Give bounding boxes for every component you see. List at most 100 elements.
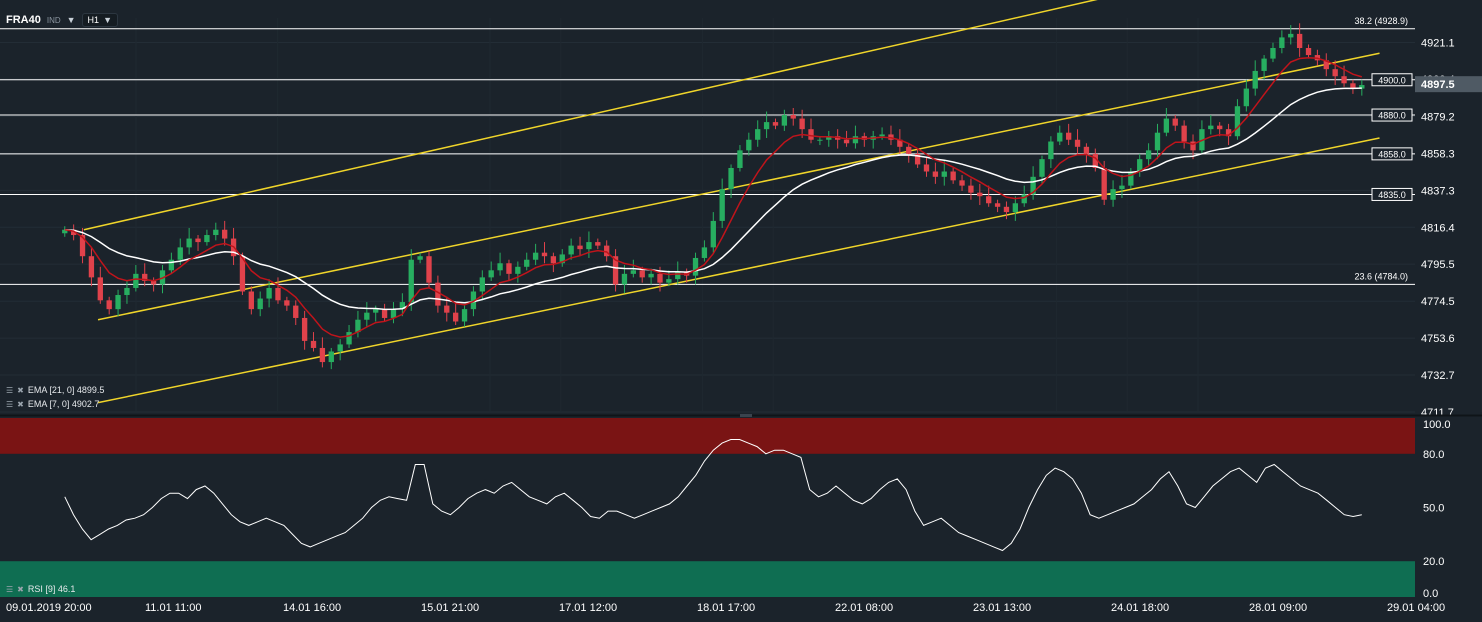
chart-toolbar: FRA40 IND ▼ H1 ▼ bbox=[6, 10, 118, 30]
candle-body bbox=[959, 180, 965, 186]
candle-body bbox=[577, 245, 583, 250]
candle-body bbox=[710, 220, 716, 248]
close-icon[interactable]: ✖ bbox=[17, 399, 24, 409]
candle-body bbox=[595, 242, 601, 246]
candle-body bbox=[799, 118, 805, 130]
candle-body bbox=[204, 235, 210, 243]
level-label: 4835.0 bbox=[1378, 190, 1406, 200]
candle-body bbox=[213, 229, 219, 236]
rsi-label: RSI [9] 46.1 bbox=[27, 584, 76, 594]
candle-body bbox=[168, 259, 175, 271]
candle-body bbox=[452, 312, 459, 322]
price-tick-label: 4774.5 bbox=[1421, 296, 1455, 308]
candle-body bbox=[1359, 85, 1365, 89]
candle-body bbox=[355, 319, 361, 333]
candle-body bbox=[1296, 33, 1303, 48]
candle-body bbox=[1341, 76, 1347, 84]
candle-body bbox=[399, 302, 406, 310]
time-tick-label: 28.01 09:00 bbox=[1249, 602, 1307, 614]
symbol-label[interactable]: FRA40 bbox=[6, 14, 41, 26]
candle-body bbox=[977, 192, 983, 197]
candle-body bbox=[808, 129, 814, 140]
candle-body bbox=[763, 122, 770, 130]
ema7-label: EMA [7, 0] 4902.7 bbox=[27, 399, 100, 409]
time-tick-label: 14.01 16:00 bbox=[283, 602, 341, 614]
current-price-label: 4897.5 bbox=[1421, 79, 1455, 91]
fib-level-label: 23.6 (4784.0) bbox=[1354, 271, 1408, 281]
time-tick-label: 22.01 08:00 bbox=[835, 602, 893, 614]
time-tick-label: 24.01 18:00 bbox=[1111, 602, 1169, 614]
candle-body bbox=[79, 235, 86, 257]
candle-body bbox=[284, 300, 290, 306]
rsi-tick-label: 80.0 bbox=[1423, 449, 1444, 461]
candle-body bbox=[1030, 176, 1036, 195]
level-box bbox=[1371, 187, 1413, 201]
candle-body bbox=[932, 171, 939, 177]
candle-body bbox=[124, 287, 130, 296]
price-tick-label: 4795.5 bbox=[1421, 259, 1455, 271]
candle-body bbox=[515, 266, 521, 274]
time-tick-label: 15.01 21:00 bbox=[421, 602, 479, 614]
candle-body bbox=[1092, 153, 1098, 168]
candle-body bbox=[1270, 47, 1276, 59]
candle-body bbox=[968, 185, 974, 193]
candle-body bbox=[328, 351, 334, 363]
candle-body bbox=[1288, 33, 1294, 38]
candle-body bbox=[790, 115, 796, 119]
rsi-line bbox=[64, 439, 1362, 552]
time-tick-label: 29.01 04:00 bbox=[1387, 602, 1445, 614]
candle-body bbox=[1181, 125, 1187, 142]
candle-body bbox=[1332, 69, 1338, 77]
candle-body bbox=[461, 309, 468, 322]
candle-body bbox=[1323, 60, 1329, 70]
candle-body bbox=[1065, 132, 1072, 140]
settings-icon[interactable]: ☰ bbox=[6, 584, 14, 594]
rsi-tick-label: 100.0 bbox=[1423, 419, 1451, 431]
price-tick-label: 4858.3 bbox=[1421, 148, 1455, 160]
settings-icon[interactable]: ☰ bbox=[6, 399, 14, 409]
candle-body bbox=[1039, 159, 1045, 177]
candle-body bbox=[746, 139, 752, 151]
level-label: 4858.0 bbox=[1378, 149, 1406, 159]
timeframe-dropdown-icon: ▼ bbox=[103, 15, 112, 25]
candle-body bbox=[497, 263, 503, 271]
rsi-tick-label: 20.0 bbox=[1423, 556, 1444, 568]
candle-body bbox=[506, 263, 512, 274]
settings-icon[interactable]: ☰ bbox=[6, 385, 14, 395]
candle-body bbox=[568, 245, 574, 255]
close-icon[interactable]: ✖ bbox=[17, 385, 24, 395]
candle-body bbox=[310, 340, 317, 348]
candle-body bbox=[1154, 132, 1161, 151]
candle-body bbox=[950, 171, 956, 181]
level-label: 4880.0 bbox=[1378, 111, 1406, 121]
candle-body bbox=[1163, 118, 1170, 133]
candle-body bbox=[97, 277, 103, 301]
close-icon[interactable]: ✖ bbox=[17, 584, 24, 594]
candle-body bbox=[142, 273, 148, 281]
candle-body bbox=[1110, 189, 1116, 200]
ema7-line bbox=[64, 56, 1363, 338]
candle-body bbox=[843, 139, 850, 144]
pane-resize-handle bbox=[740, 414, 752, 417]
rsi-tick-label: 50.0 bbox=[1423, 503, 1444, 515]
candle-body bbox=[1305, 47, 1312, 56]
price-tick-label: 4879.2 bbox=[1421, 111, 1455, 123]
candle-body bbox=[1119, 185, 1125, 190]
candle-body bbox=[879, 134, 885, 137]
symbol-dropdown-icon[interactable]: ▼ bbox=[66, 15, 76, 25]
candle-body bbox=[248, 291, 254, 310]
candle-body bbox=[435, 282, 441, 306]
candle-body bbox=[719, 189, 725, 221]
candle-body bbox=[994, 203, 1001, 207]
candle-body bbox=[755, 129, 761, 140]
time-tick-label: 18.01 17:00 bbox=[697, 602, 755, 614]
candle-body bbox=[532, 252, 539, 260]
candle-body bbox=[666, 279, 672, 283]
candle-body bbox=[373, 309, 379, 313]
candle-body bbox=[1057, 132, 1063, 142]
timeframe-select[interactable]: H1 ▼ bbox=[81, 13, 118, 27]
symbol-type-label: IND bbox=[46, 15, 61, 25]
candle-body bbox=[986, 196, 992, 204]
candle-body bbox=[826, 136, 832, 140]
